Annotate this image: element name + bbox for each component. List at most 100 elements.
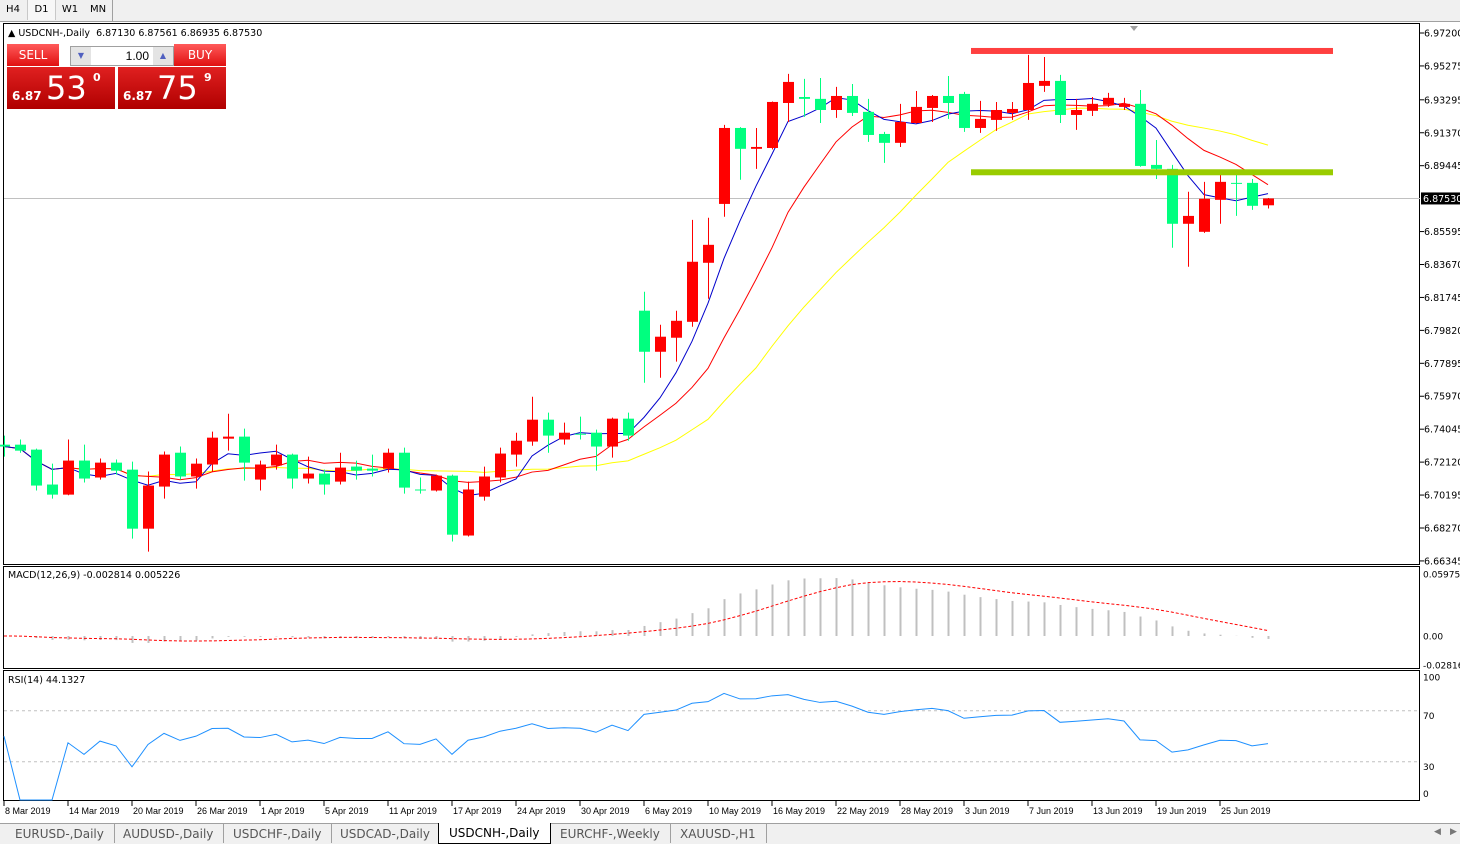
date-axis-label: 20 Mar 2019 bbox=[133, 806, 184, 816]
tab-scroll-left-icon[interactable]: ◀ bbox=[1434, 827, 1441, 837]
tab-xauusd-h1[interactable]: XAUUSD-,H1 bbox=[670, 824, 767, 843]
candle bbox=[735, 127, 746, 180]
candle-body bbox=[927, 95, 938, 108]
sell-button[interactable]: SELL bbox=[7, 44, 59, 67]
candle-body bbox=[511, 440, 522, 455]
price-axis-label: 6.72120 bbox=[1424, 458, 1460, 469]
candle bbox=[335, 452, 346, 485]
candle bbox=[703, 217, 714, 299]
candle bbox=[575, 416, 586, 440]
tab-eurusd-daily[interactable]: EURUSD-,Daily bbox=[5, 824, 115, 843]
lot-decrease-icon[interactable]: ▼ bbox=[71, 47, 91, 65]
candle bbox=[415, 477, 426, 494]
macd-signal-line bbox=[3, 581, 1269, 642]
rsi-axis-label: 100 bbox=[1423, 674, 1440, 684]
candle-body bbox=[271, 454, 282, 466]
candle-body bbox=[687, 261, 698, 322]
collapse-triangle-icon[interactable]: ▲ bbox=[8, 28, 16, 39]
candle-body bbox=[1199, 198, 1210, 232]
candle-body bbox=[207, 437, 218, 465]
candle-body bbox=[191, 463, 202, 477]
candle-body bbox=[319, 473, 330, 485]
candle-body bbox=[63, 460, 74, 495]
candle bbox=[815, 77, 826, 123]
candle bbox=[239, 428, 250, 481]
date-axis-label: 8 Mar 2019 bbox=[5, 806, 51, 816]
candle-body bbox=[607, 418, 618, 447]
rsi-axis-label: 0 bbox=[1423, 790, 1429, 800]
candle bbox=[863, 98, 874, 142]
current-price-label: 6.87530 bbox=[1423, 194, 1460, 205]
buy-price-button[interactable]: 6.87 75 9 bbox=[118, 67, 226, 109]
candle-body bbox=[767, 101, 778, 148]
candle-body bbox=[31, 449, 42, 486]
timeframe-w1[interactable]: W1 bbox=[61, 4, 79, 15]
candle-body bbox=[1151, 164, 1162, 169]
candle bbox=[1199, 181, 1210, 233]
candle-body bbox=[15, 444, 26, 451]
candle bbox=[1087, 96, 1098, 116]
price-axis-label: 6.66345 bbox=[1424, 556, 1460, 567]
buy-price-prefix: 6.87 bbox=[123, 89, 153, 103]
rsi-axis-label: 30 bbox=[1423, 763, 1435, 773]
candle-body bbox=[1183, 215, 1194, 224]
tab-usdchf-daily[interactable]: USDCHF-,Daily bbox=[223, 824, 333, 843]
tab-usdcnh-daily[interactable]: USDCNH-,Daily bbox=[438, 823, 551, 844]
candle-body bbox=[255, 464, 266, 480]
price-axis-label: 6.89445 bbox=[1424, 161, 1460, 172]
candle-body bbox=[975, 118, 986, 128]
candle-body bbox=[655, 336, 666, 352]
buy-button[interactable]: BUY bbox=[174, 44, 226, 67]
timeframe-d1[interactable]: D1 bbox=[27, 0, 56, 20]
timeframe-mn[interactable]: MN bbox=[89, 4, 107, 15]
candle bbox=[127, 461, 138, 539]
tab-scroll-right-icon[interactable]: ▶ bbox=[1450, 827, 1457, 837]
candle-body bbox=[1103, 97, 1114, 105]
candle bbox=[159, 451, 170, 499]
candle bbox=[1183, 191, 1194, 267]
candle bbox=[79, 444, 90, 483]
candle bbox=[1103, 92, 1114, 107]
chart-canvas[interactable]: 6.97200 6.95275 6.93295 6.91370 6.89445 6.855… bbox=[0, 0, 1460, 823]
timeframe-h4[interactable]: H4 bbox=[6, 4, 20, 15]
candle bbox=[495, 447, 506, 483]
candle-body bbox=[671, 320, 682, 338]
lot-size-input[interactable] bbox=[93, 47, 151, 65]
candle bbox=[783, 73, 794, 122]
tab-audusd-daily[interactable]: AUDUSD-,Daily bbox=[113, 824, 225, 843]
macd-header: MACD(12,26,9) -0.002814 0.005226 bbox=[8, 570, 181, 581]
candle bbox=[47, 463, 58, 499]
candle bbox=[671, 310, 682, 362]
candle-body bbox=[863, 111, 874, 135]
candle-body bbox=[815, 98, 826, 110]
candle-body bbox=[447, 475, 458, 535]
candle bbox=[319, 469, 330, 495]
date-axis-label: 25 Jun 2019 bbox=[1221, 806, 1271, 816]
rsi-header: RSI(14) 44.1327 bbox=[8, 675, 86, 686]
tab-eurchf-weekly[interactable]: EURCHF-,Weekly bbox=[550, 824, 671, 843]
candle-body bbox=[335, 467, 346, 482]
date-axis-label: 3 Jun 2019 bbox=[965, 806, 1010, 816]
candle-body bbox=[351, 466, 362, 471]
candle-body bbox=[127, 469, 138, 529]
sell-price-button[interactable]: 6.87 53 0 bbox=[7, 67, 115, 109]
candle bbox=[1007, 101, 1018, 120]
candle bbox=[927, 94, 938, 122]
candle-body bbox=[1263, 198, 1274, 206]
candle bbox=[351, 460, 362, 480]
candle bbox=[639, 291, 650, 383]
candle bbox=[287, 453, 298, 489]
candle bbox=[1231, 172, 1242, 216]
candle bbox=[95, 458, 106, 480]
support-level-line bbox=[971, 169, 1333, 176]
tab-usdcad-daily[interactable]: USDCAD-,Daily bbox=[330, 824, 441, 843]
date-axis-label: 10 May 2019 bbox=[709, 806, 761, 816]
candle-body bbox=[799, 96, 810, 99]
date-axis-label: 19 Jun 2019 bbox=[1157, 806, 1207, 816]
price-axis-label: 6.93295 bbox=[1424, 95, 1460, 106]
price-axis-label: 6.81745 bbox=[1424, 293, 1460, 304]
candle bbox=[303, 456, 314, 484]
candle bbox=[191, 458, 202, 489]
lot-increase-icon[interactable]: ▲ bbox=[153, 47, 173, 65]
candle-body bbox=[847, 95, 858, 113]
